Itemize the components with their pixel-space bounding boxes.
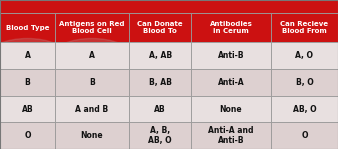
Text: A, O: A, O — [295, 51, 313, 60]
FancyBboxPatch shape — [271, 42, 338, 69]
FancyBboxPatch shape — [129, 122, 191, 149]
Circle shape — [0, 92, 67, 126]
Text: O: O — [301, 131, 308, 140]
Text: B: B — [89, 78, 95, 87]
Circle shape — [53, 92, 131, 126]
Text: Anti-B: Anti-B — [218, 51, 244, 60]
FancyBboxPatch shape — [0, 42, 55, 69]
FancyBboxPatch shape — [129, 13, 191, 42]
Text: Antigens on Red
Blood Cell: Antigens on Red Blood Cell — [59, 21, 125, 34]
Text: A and B: A and B — [75, 105, 108, 114]
Text: B, O: B, O — [295, 78, 313, 87]
Text: B, AB: B, AB — [149, 78, 172, 87]
FancyBboxPatch shape — [191, 96, 271, 122]
FancyBboxPatch shape — [191, 42, 271, 69]
FancyBboxPatch shape — [271, 13, 338, 42]
FancyBboxPatch shape — [191, 13, 271, 42]
FancyBboxPatch shape — [191, 69, 271, 96]
FancyBboxPatch shape — [55, 69, 129, 96]
FancyBboxPatch shape — [0, 69, 55, 96]
Text: None: None — [81, 131, 103, 140]
FancyBboxPatch shape — [55, 96, 129, 122]
Circle shape — [0, 65, 67, 100]
Text: None: None — [220, 105, 242, 114]
FancyBboxPatch shape — [271, 69, 338, 96]
Text: AB: AB — [154, 105, 166, 114]
Text: B: B — [25, 78, 30, 87]
FancyBboxPatch shape — [129, 69, 191, 96]
Circle shape — [53, 65, 131, 100]
Circle shape — [53, 118, 131, 149]
Text: A: A — [89, 51, 95, 60]
Text: Can Recieve
Blood From: Can Recieve Blood From — [280, 21, 329, 34]
Text: AB: AB — [22, 105, 33, 114]
Text: Anti-A: Anti-A — [218, 78, 244, 87]
FancyBboxPatch shape — [0, 122, 55, 149]
FancyBboxPatch shape — [0, 0, 338, 13]
FancyBboxPatch shape — [271, 96, 338, 122]
Circle shape — [0, 38, 67, 73]
Circle shape — [0, 118, 67, 149]
FancyBboxPatch shape — [55, 42, 129, 69]
FancyBboxPatch shape — [271, 122, 338, 149]
FancyBboxPatch shape — [129, 96, 191, 122]
Text: Blood Type: Blood Type — [6, 25, 49, 31]
Circle shape — [53, 38, 131, 73]
FancyBboxPatch shape — [129, 42, 191, 69]
Text: Can Donate
Blood To: Can Donate Blood To — [137, 21, 183, 34]
Text: AB, O: AB, O — [293, 105, 316, 114]
FancyBboxPatch shape — [55, 13, 129, 42]
Text: O: O — [24, 131, 31, 140]
Text: A, B,
AB, O: A, B, AB, O — [148, 126, 172, 145]
FancyBboxPatch shape — [191, 122, 271, 149]
Text: A: A — [24, 51, 30, 60]
FancyBboxPatch shape — [0, 96, 55, 122]
FancyBboxPatch shape — [0, 13, 55, 42]
FancyBboxPatch shape — [55, 122, 129, 149]
Text: A, AB: A, AB — [149, 51, 172, 60]
Text: Anti-A and
Anti-B: Anti-A and Anti-B — [208, 126, 254, 145]
Text: Antibodies
in Cerum: Antibodies in Cerum — [210, 21, 252, 34]
